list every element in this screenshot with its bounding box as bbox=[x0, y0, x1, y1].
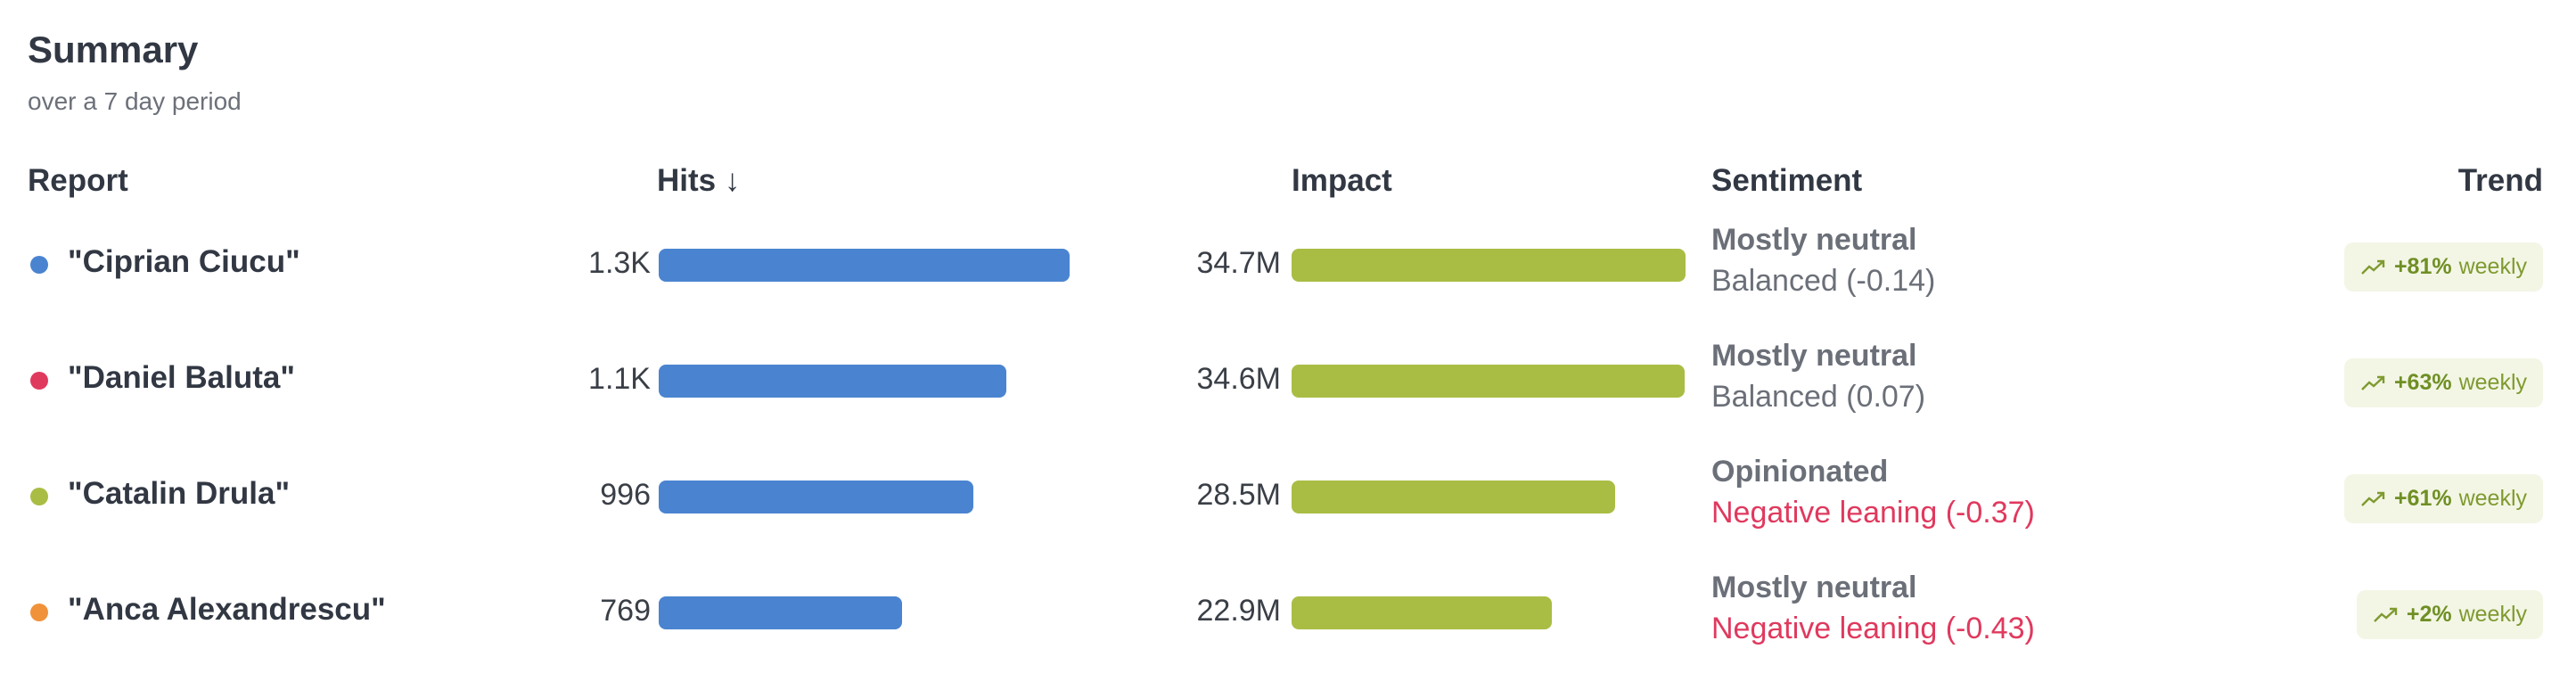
sentiment-label: Mostly neutral bbox=[1711, 339, 1917, 373]
impact-value: 34.7M bbox=[1196, 246, 1282, 280]
impact-value: 34.6M bbox=[1196, 362, 1282, 396]
hits-bar bbox=[659, 249, 1070, 282]
impact-bar bbox=[1292, 596, 1552, 629]
trend-badge: +81% weekly bbox=[2343, 242, 2543, 292]
column-header-hits[interactable]: Hits ↓ bbox=[657, 163, 741, 198]
trend-percent: +63% bbox=[2393, 370, 2452, 395]
trending-up-icon bbox=[2361, 259, 2385, 275]
trend-percent: +81% bbox=[2393, 254, 2452, 279]
series-dot bbox=[30, 604, 48, 621]
sentiment-label: Opinionated bbox=[1711, 455, 1889, 489]
sentiment-label: Mostly neutral bbox=[1711, 571, 1917, 604]
trend-percent: +61% bbox=[2393, 486, 2452, 511]
table-row[interactable]: "Ciprian Ciucu" 1.3K 34.7M Mostly neutral Ba… bbox=[0, 207, 2576, 323]
sentiment-leaning: Balanced (0.07) bbox=[1711, 380, 1926, 414]
column-header-sentiment[interactable]: Sentiment bbox=[1711, 163, 1863, 198]
sentiment-label: Mostly neutral bbox=[1711, 223, 1917, 257]
table-row[interactable]: "Catalin Drula" 996 28.5M Opinionated Negati… bbox=[0, 439, 2576, 554]
trend-period: weekly bbox=[2458, 602, 2527, 627]
trend-badge: +63% weekly bbox=[2343, 358, 2543, 407]
column-header-impact[interactable]: Impact bbox=[1292, 163, 1392, 198]
sentiment-leaning: Negative leaning (-0.37) bbox=[1711, 496, 2035, 530]
table-row[interactable]: "Daniel Baluta" 1.1K 34.6M Mostly neutral Ba… bbox=[0, 323, 2576, 439]
report-name[interactable]: "Ciprian Ciucu" bbox=[68, 244, 300, 279]
hits-bar bbox=[659, 481, 974, 513]
hits-value: 1.1K bbox=[588, 362, 651, 396]
sentiment-leaning: Negative leaning (-0.43) bbox=[1711, 612, 2035, 645]
trend-badge: +2% weekly bbox=[2356, 590, 2543, 639]
impact-value: 22.9M bbox=[1196, 594, 1282, 628]
page-title: Summary bbox=[28, 29, 199, 70]
sentiment-leaning: Balanced (-0.14) bbox=[1711, 264, 1936, 298]
series-dot bbox=[30, 488, 48, 505]
impact-bar bbox=[1292, 481, 1616, 513]
trend-period: weekly bbox=[2458, 486, 2527, 511]
page-subtitle: over a 7 day period bbox=[28, 87, 242, 115]
hits-value: 769 bbox=[600, 594, 651, 628]
trend-percent: +2% bbox=[2406, 602, 2452, 627]
column-header-trend[interactable]: Trend bbox=[2457, 163, 2543, 198]
trend-period: weekly bbox=[2458, 370, 2527, 395]
trend-badge: +61% weekly bbox=[2343, 474, 2543, 523]
trending-up-icon bbox=[2361, 491, 2385, 506]
hits-bar bbox=[659, 365, 1007, 398]
column-header-report[interactable]: Report bbox=[28, 163, 128, 198]
impact-bar bbox=[1292, 365, 1685, 398]
impact-bar bbox=[1292, 249, 1686, 282]
report-name[interactable]: "Anca Alexandrescu" bbox=[68, 592, 386, 627]
hits-value: 996 bbox=[600, 478, 651, 512]
hits-value: 1.3K bbox=[588, 246, 651, 280]
report-name[interactable]: "Daniel Baluta" bbox=[68, 360, 295, 395]
trending-up-icon bbox=[2361, 375, 2385, 390]
impact-value: 28.5M bbox=[1196, 478, 1282, 512]
series-dot bbox=[30, 372, 48, 390]
table-row[interactable]: "Anca Alexandrescu" 769 22.9M Mostly neutra… bbox=[0, 554, 2576, 670]
trend-period: weekly bbox=[2458, 254, 2527, 279]
series-dot bbox=[30, 256, 48, 274]
hits-bar bbox=[659, 596, 902, 629]
trending-up-icon bbox=[2373, 607, 2398, 622]
report-name[interactable]: "Catalin Drula" bbox=[68, 476, 291, 511]
